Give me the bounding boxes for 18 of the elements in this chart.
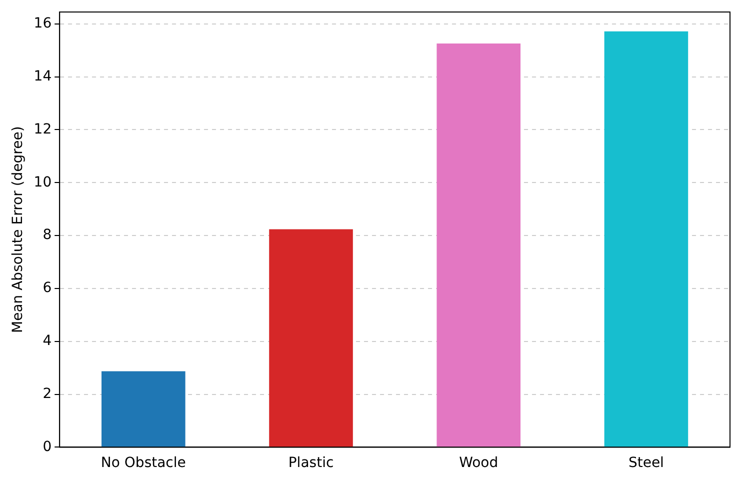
y-tick-label: 4 xyxy=(42,333,52,350)
y-axis-title: Mean Absolute Error (degree) xyxy=(10,126,26,333)
bar xyxy=(269,229,353,447)
x-tick-label: Wood xyxy=(459,455,498,472)
y-tick-label: 14 xyxy=(34,68,52,84)
y-tick-label: 10 xyxy=(34,174,52,190)
x-tick-label: Plastic xyxy=(288,455,334,472)
y-tick-label: 16 xyxy=(34,16,52,32)
y-tick-label: 12 xyxy=(34,121,52,138)
x-tick-label: Steel xyxy=(628,455,664,472)
y-tick-label: 2 xyxy=(42,386,52,402)
y-tick-label: 6 xyxy=(42,280,52,296)
bar xyxy=(102,371,186,447)
x-tick-label: No Obstacle xyxy=(100,455,186,472)
y-tick-label: 8 xyxy=(42,227,52,244)
y-tick-label: 0 xyxy=(42,438,52,455)
bar xyxy=(604,31,688,447)
bar xyxy=(436,43,521,447)
